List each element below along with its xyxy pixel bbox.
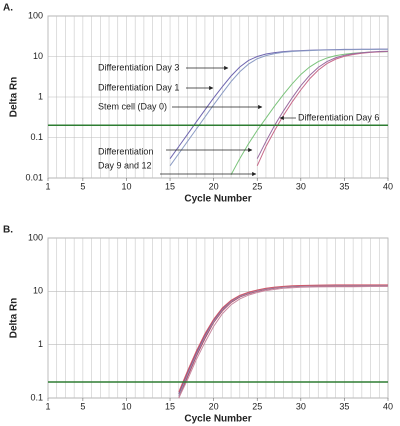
series-line (178, 284, 388, 393)
series-line (178, 284, 389, 396)
annotation: Differentiation Day 6 (298, 112, 379, 122)
annotation: Day 9 and 12 (98, 160, 152, 170)
y-tick-label: 1 (38, 339, 43, 349)
x-axis-label: Cycle Number (184, 414, 251, 425)
x-tick-label: 10 (121, 401, 131, 411)
x-tick-label: 35 (339, 401, 349, 411)
y-tick-label: 10 (33, 286, 43, 296)
x-tick-label: 10 (121, 181, 131, 191)
y-axis-label: Delta Rn (9, 298, 20, 339)
series-line (256, 50, 389, 159)
series-line (169, 48, 388, 167)
x-tick-label: 30 (296, 181, 306, 191)
annotation: Differentiation Day 3 (98, 62, 179, 72)
x-tick-label: 5 (80, 181, 85, 191)
annotation: Differentiation (98, 146, 153, 156)
x-tick-label: 40 (383, 181, 393, 191)
y-tick-label: 0.01 (25, 172, 43, 182)
x-tick-label: 5 (80, 401, 85, 411)
x-tick-label: 35 (339, 181, 349, 191)
x-axis-label: Cycle Number (184, 194, 251, 205)
y-tick-label: 0.1 (30, 132, 43, 142)
x-tick-label: 15 (165, 401, 175, 411)
x-tick-label: 20 (209, 401, 219, 411)
x-tick-label: 25 (252, 401, 262, 411)
x-tick-label: 30 (296, 401, 306, 411)
y-tick-label: 100 (28, 10, 43, 20)
x-tick-label: 20 (209, 181, 219, 191)
panel-label: B. (3, 225, 13, 236)
x-tick-label: 15 (165, 181, 175, 191)
series-line (178, 286, 388, 399)
y-tick-label: 0.1 (30, 392, 43, 402)
y-axis-label: Delta Rn (9, 77, 20, 118)
y-tick-label: 10 (33, 51, 43, 61)
y-tick-label: 100 (28, 232, 43, 242)
x-tick-label: 1 (45, 181, 50, 191)
x-tick-label: 40 (383, 401, 393, 411)
x-tick-label: 1 (45, 401, 50, 411)
x-tick-label: 25 (252, 181, 262, 191)
annotation: Differentiation Day 1 (98, 82, 179, 92)
y-tick-label: 1 (38, 91, 43, 101)
panel-label: A. (3, 3, 13, 14)
annotation: Stem cell (Day 0) (98, 101, 167, 111)
plot-area (47, 237, 389, 399)
